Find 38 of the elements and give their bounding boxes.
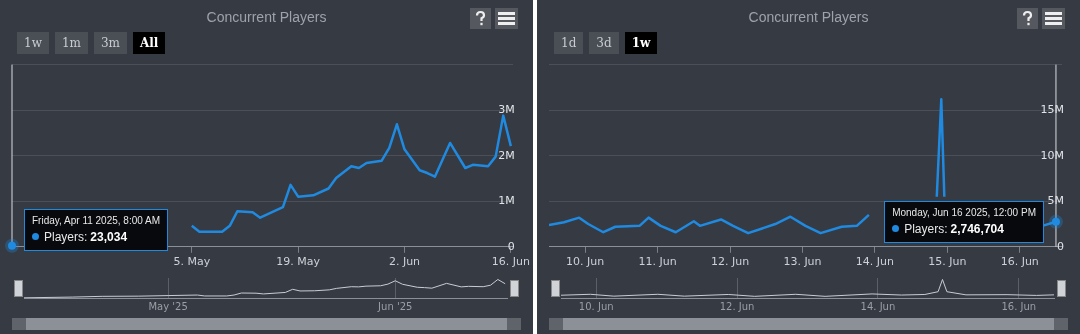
x-tick-label: May '25 (148, 300, 188, 312)
annotation: Monday, Jun 16 2025, 12:00 PM (892, 205, 1036, 220)
y-tick-label: 0 (507, 239, 515, 253)
x-tick-label: 16. Jun (1000, 255, 1039, 269)
annotation: Friday, Apr 11 2025, 8:00 AM (32, 213, 161, 228)
button: 1w (624, 32, 658, 54)
x-tick-label: 16. Jun (1001, 300, 1037, 312)
x-tick-label: 14. Jun (855, 255, 895, 269)
y-tick-label: 3M (498, 103, 515, 117)
x-tick-label: 10. Jun (566, 255, 605, 269)
chart-title: Concurrent Players (747, 9, 870, 25)
button: 1m (54, 32, 88, 54)
x-tick-label: 16. Jun (491, 255, 530, 269)
x-tick-label: 19. May (276, 255, 321, 269)
annotation: Players: 23,034 (44, 228, 128, 246)
x-tick-label: 13. Jun (783, 255, 822, 269)
button: 3d (589, 32, 619, 54)
x-tick-label: 14. Jun (860, 300, 896, 312)
x-tick-label: 12. Jun (719, 300, 755, 312)
y-tick-label: 0 (1057, 239, 1064, 253)
y-tick-label: 2M (498, 148, 515, 162)
x-tick-label: 5. May (173, 255, 211, 269)
y-tick-label: 1M (498, 194, 515, 208)
button: 3m (93, 32, 127, 54)
y-tick-label: 15M (1040, 103, 1064, 117)
x-tick-label: 2. Jun (388, 255, 421, 269)
x-tick-label: 11. Jun (638, 255, 677, 269)
x-tick-label: Jun '25 (377, 300, 413, 312)
button: 1d (554, 32, 584, 54)
x-tick-label: 12. Jun (710, 255, 750, 269)
y-tick-label: 10M (1040, 148, 1064, 162)
y-tick-label: 5M (1047, 194, 1064, 208)
x-tick-label: 15. Jun (928, 255, 967, 269)
annotation: Players: 2,746,704 (904, 220, 1004, 238)
chart-title: Concurrent Players (205, 9, 328, 25)
x-tick-label: 10. Jun (578, 300, 614, 312)
button: All (132, 32, 166, 54)
button: 1w (17, 32, 49, 54)
